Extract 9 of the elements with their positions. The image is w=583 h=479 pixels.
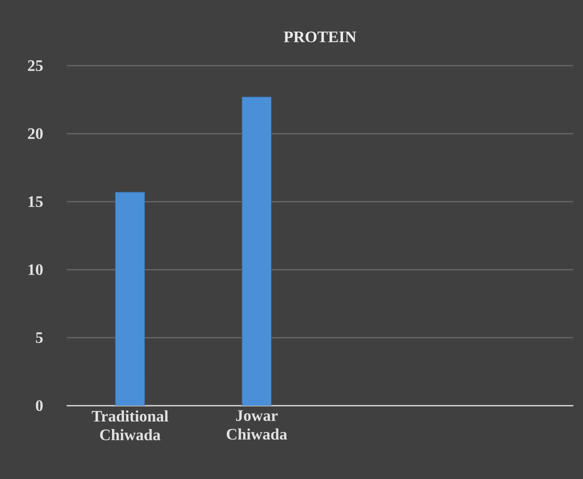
chart-title: PROTEIN bbox=[284, 32, 356, 42]
y-tick-label: 0 bbox=[36, 400, 43, 412]
y-tick-label: 20 bbox=[28, 128, 43, 140]
x-tick-label: Traditional Chiwada bbox=[92, 410, 168, 440]
y-tick-label: 15 bbox=[28, 196, 43, 208]
y-tick-label: 5 bbox=[36, 332, 43, 343]
y-tick-label: 25 bbox=[28, 60, 43, 72]
x-tick-label: Jowar Chiwada bbox=[226, 410, 288, 440]
y-tick-label: 10 bbox=[28, 264, 43, 276]
